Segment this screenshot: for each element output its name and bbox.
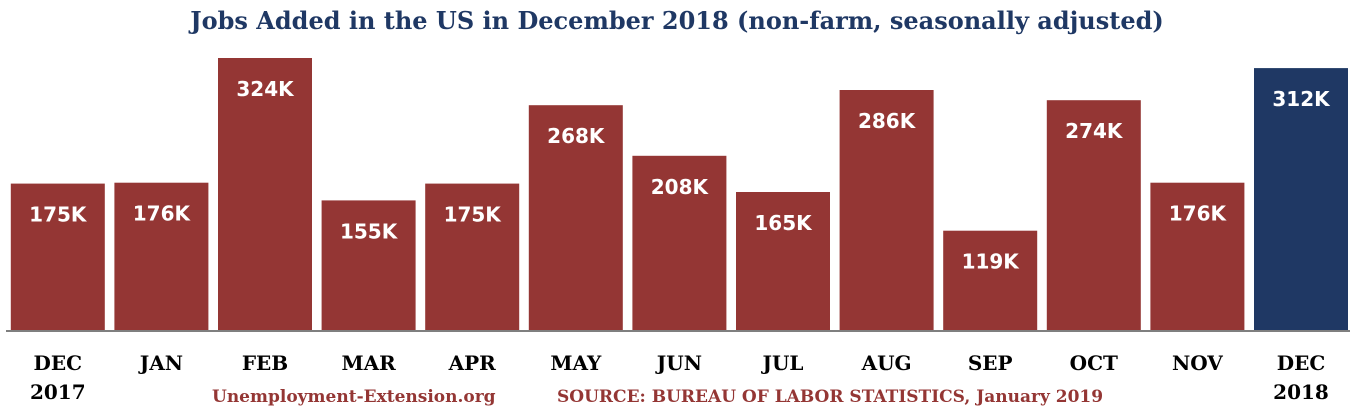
bar-value-label: 119K [962,250,1021,274]
x-tick-label: JAN [138,351,183,375]
bar-apr [425,183,520,331]
x-tick-label: OCT [1070,351,1118,375]
x-tick-label: MAR [341,351,396,375]
bar-jan [114,182,209,331]
bar-jun [632,155,727,331]
x-tick-label: SEP [968,351,1013,375]
x-tick-label: DEC [34,351,83,375]
x-tick-label: JUL [761,351,804,375]
bar-sep [943,230,1038,331]
x-tick-label: JUN [655,351,702,375]
footer-source-note: SOURCE: BUREAU OF LABOR STATISTICS, Janu… [557,387,1104,407]
bar-dec-2018 [1254,68,1348,331]
bar-feb [218,58,312,331]
bar-nov [1150,182,1245,331]
bar-value-label: 274K [1065,119,1124,143]
bar-dec-2017 [10,183,105,331]
bar-value-label: 175K [444,203,503,227]
bar-value-label: 312K [1272,87,1331,111]
bar-value-label: 176K [1169,202,1228,226]
x-tick-label: FEB [242,351,288,375]
chart-title: Jobs Added in the US in December 2018 (n… [190,6,1164,35]
bar-may [528,105,623,331]
x-tick-label: MAY [550,351,602,375]
x-tick-label: NOV [1172,351,1223,375]
bar-value-label: 175K [29,203,88,227]
footer-site-credit: Unemployment-Extension.org [212,387,496,407]
x-tick-label: APR [448,351,497,375]
bar-value-label: 176K [133,202,192,226]
bar-mar [321,200,416,331]
bar-value-label: 165K [754,211,813,235]
x-tick-label: DEC [1277,351,1326,375]
bar-value-label: 286K [858,109,917,133]
bar-jul [736,192,830,331]
bar-value-label: 324K [236,77,295,101]
x-tick-label: AUG [861,351,912,375]
x-tick-year-label: 2017 [30,380,86,404]
bar-value-label: 268K [547,124,606,148]
bar-aug [839,90,934,331]
bar-value-label: 155K [340,219,399,243]
bar-oct [1046,100,1141,331]
x-tick-year-label: 2018 [1273,380,1329,404]
bar-value-label: 208K [651,175,710,199]
